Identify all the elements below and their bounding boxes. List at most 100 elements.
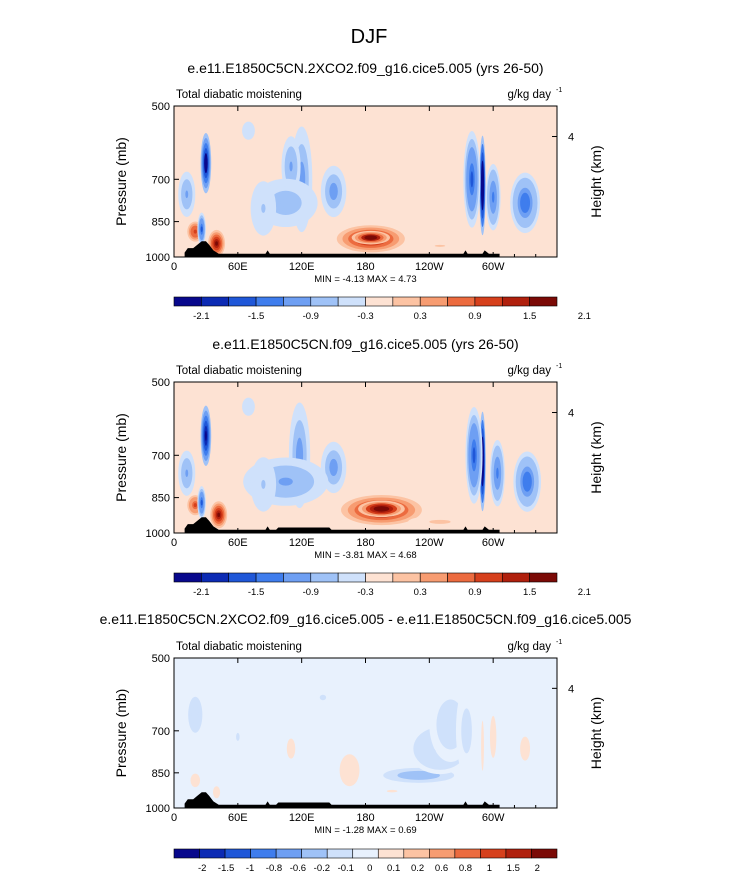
field-feature [360, 783, 425, 799]
contour-band [204, 430, 207, 441]
x-tick-label: 60E [228, 261, 248, 273]
colorbar-label: 0.3 [414, 311, 427, 322]
contour-band [491, 191, 495, 203]
colorbar-label: -2.1 [193, 311, 209, 322]
colorbar-label: -0.8 [266, 863, 282, 872]
panel-1: e.e11.E1850C5CN.2XCO2.f09_g16.cice5.005 … [113, 60, 604, 322]
y-tick-label: 1000 [146, 803, 170, 815]
contour-band [367, 236, 375, 239]
y-tick-label: 1000 [146, 252, 170, 264]
colorbar-swatch [301, 848, 328, 859]
panel-left-label: Total diabatic moistening [176, 641, 302, 653]
panel-title: e.e11.E1850C5CN.2XCO2.f09_g16.cice5.005 … [187, 60, 543, 76]
field-feature [480, 708, 485, 784]
colorbar-swatch [474, 296, 503, 307]
contour-band [411, 773, 426, 777]
contour-band [236, 732, 240, 741]
colorbar-swatch [505, 848, 532, 859]
y-axis-label: Pressure (mb) [113, 413, 129, 502]
colorbar-swatch [447, 572, 476, 583]
y-tick-label: 500 [152, 653, 170, 665]
colorbar-label: -1 [246, 863, 254, 872]
field [174, 106, 557, 257]
x-tick-label: 60E [228, 812, 248, 824]
contour-band [464, 723, 469, 739]
colorbar-swatch [403, 848, 430, 859]
field-feature [485, 163, 501, 231]
contour-band [215, 790, 218, 794]
contour-band [347, 766, 353, 775]
y-axis-label: Pressure (mb) [113, 137, 129, 226]
contour-band [200, 226, 203, 232]
contour-band [496, 467, 499, 479]
contour-band [492, 729, 495, 744]
colorbar-swatch [255, 572, 284, 583]
colorbar-swatch [337, 572, 366, 583]
field [174, 658, 557, 808]
field-feature [178, 171, 196, 217]
y-tick-label: 700 [152, 450, 170, 462]
y-tick-label: 500 [152, 101, 170, 113]
x-tick-label: 0 [171, 812, 177, 824]
field-feature [250, 457, 277, 512]
x-tick-label: 120W [415, 812, 444, 824]
colorbar-swatch [283, 572, 312, 583]
contour-band [261, 203, 266, 213]
field-feature [256, 703, 283, 758]
colorbar-swatch [419, 572, 448, 583]
contour-band [331, 463, 336, 472]
colorbar-label: 0 [367, 863, 372, 872]
min-max-label: MIN = -4.13 MAX = 4.73 [314, 274, 416, 285]
field-feature [278, 718, 304, 779]
colorbar-swatch [201, 572, 230, 583]
colorbar-swatch [173, 296, 202, 307]
contour-band [185, 469, 189, 477]
colorbar-swatch [377, 848, 405, 859]
panel-units-exp: -1 [556, 87, 562, 94]
y-tick-label: 700 [152, 726, 170, 738]
colorbar-swatch [173, 848, 200, 859]
colorbar-label: -0.2 [314, 863, 330, 872]
contour-band [434, 244, 446, 247]
right-tick-label: 4 [568, 408, 574, 420]
contour-band [434, 520, 446, 523]
x-tick-label: 0 [171, 261, 177, 273]
contour-band [215, 241, 218, 246]
colorbar-label: -0.3 [357, 587, 373, 598]
colorbar-label: 0.2 [411, 863, 424, 872]
contour-band [200, 499, 203, 506]
colorbar-swatch [283, 296, 312, 307]
y-tick-label: 500 [152, 377, 170, 389]
panel-units: g/kg day [508, 365, 552, 377]
colorbar-swatch [480, 848, 507, 859]
panel-units-exp: -1 [556, 363, 562, 370]
field-feature [197, 212, 206, 246]
x-tick-label: 120E [289, 537, 315, 549]
contour-band [472, 447, 476, 464]
contour-band [247, 405, 250, 409]
colorbar-swatch [529, 572, 558, 583]
y-tick-label: 850 [152, 493, 170, 505]
colorbar-swatch [531, 848, 558, 859]
colorbar-label: -0.3 [357, 311, 373, 322]
panel-3: e.e11.E1850C5CN.2XCO2.f09_g16.cice5.005 … [100, 611, 632, 874]
field-feature [242, 397, 255, 416]
colorbar-label: 0.8 [459, 863, 472, 872]
colorbar-swatch [310, 572, 339, 583]
contour-band [193, 778, 197, 783]
y-axis-label: Pressure (mb) [113, 689, 129, 778]
y-tick-label: 850 [152, 768, 170, 780]
field-feature [320, 165, 347, 218]
field-feature [486, 694, 500, 779]
field-feature [489, 439, 505, 507]
colorbar-label: 1 [487, 863, 492, 872]
contour-band [185, 190, 189, 199]
x-tick-label: 120W [415, 537, 444, 549]
field-feature [479, 135, 486, 236]
panel-units: g/kg day [508, 89, 552, 101]
x-tick-label: 60W [482, 537, 505, 549]
colorbar-label: 1.5 [523, 311, 536, 322]
colorbar: -2 -1.5 -1 -0.8 -0.6 -0.2 -0.1 0 0.1 0.2 0.6 0.8 1 1.… [173, 848, 558, 874]
field-feature [200, 405, 212, 466]
